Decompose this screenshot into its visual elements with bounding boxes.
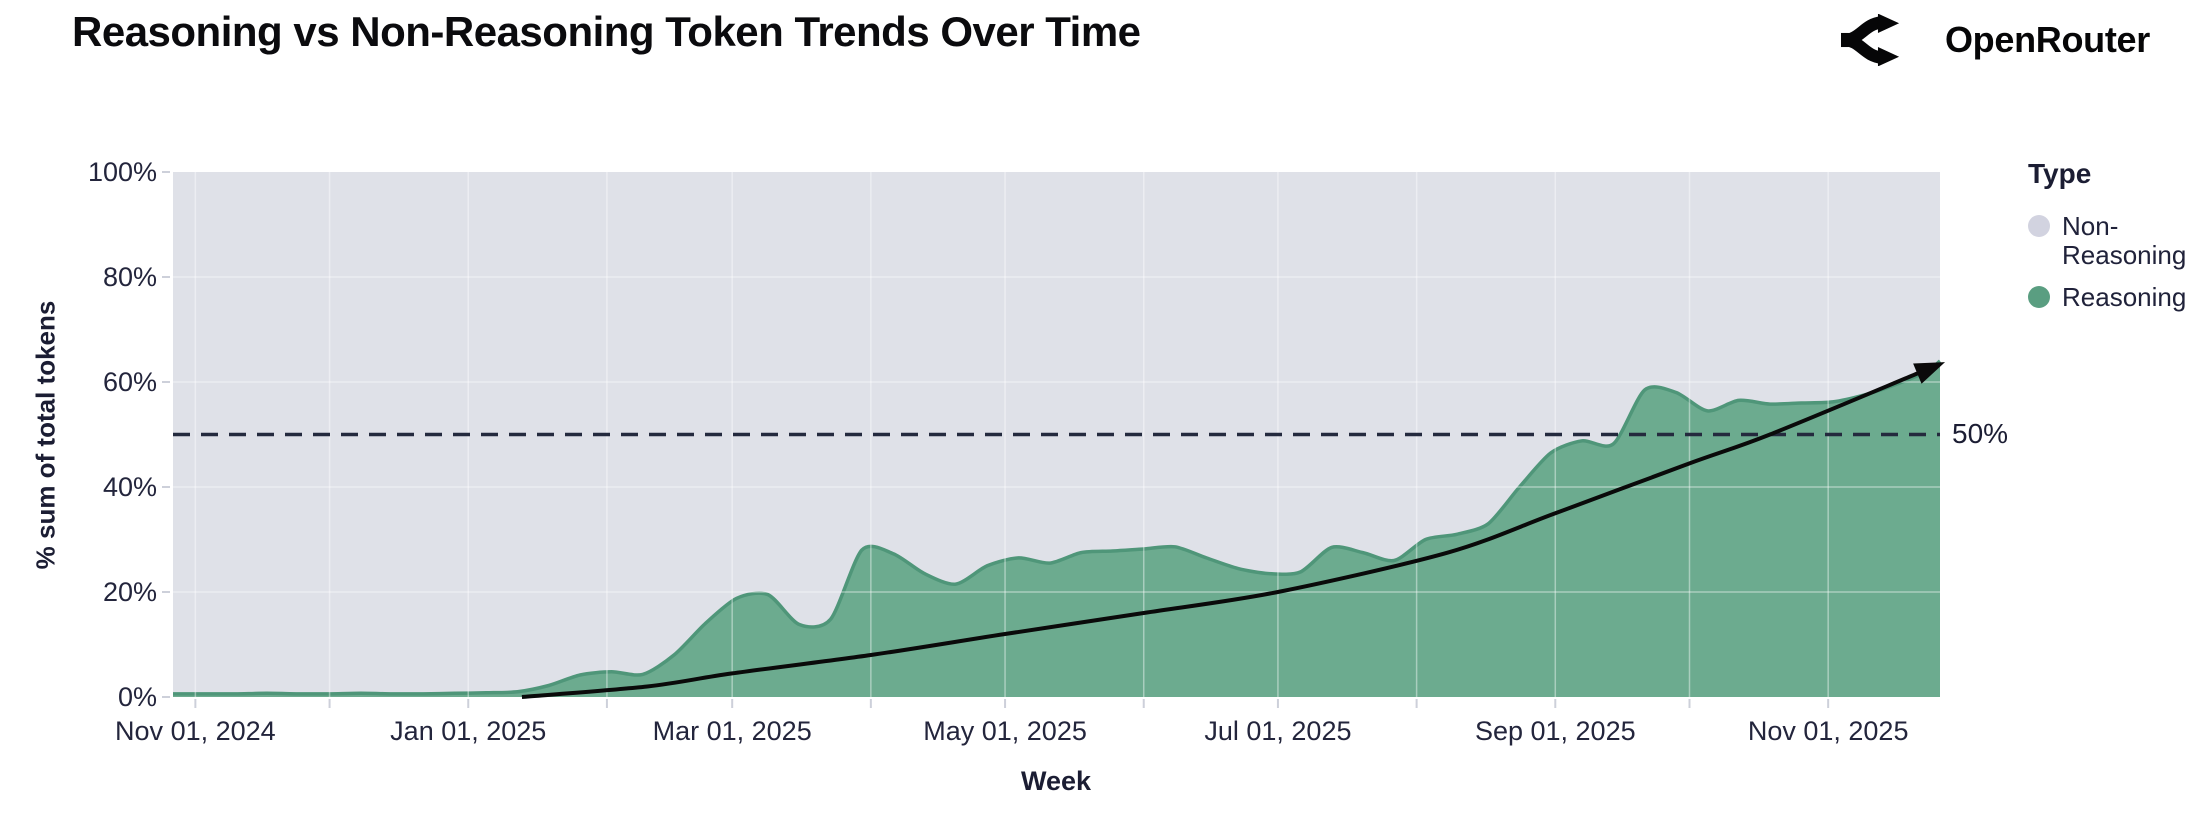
y-tick-label: 60%: [103, 367, 157, 397]
trend-arrowhead: [1913, 362, 1946, 384]
y-tick-label: 0%: [118, 682, 157, 712]
brand-logo: OpenRouter: [1840, 14, 2150, 66]
x-tick-label: Nov 01, 2024: [115, 716, 276, 746]
x-axis-title: Week: [1020, 766, 1092, 796]
trend-curve: [521, 369, 1923, 699]
x-tick-label: Mar 01, 2025: [653, 716, 812, 746]
page-title: Reasoning vs Non-Reasoning Token Trends …: [72, 8, 1141, 55]
legend: Type Non-Reasoning Reasoning: [2028, 158, 2198, 326]
legend-title: Type: [2028, 158, 2092, 189]
x-tick-label: Jul 01, 2025: [1204, 716, 1351, 746]
legend-item: Reasoning: [2028, 283, 2198, 312]
x-tick-label: Sep 01, 2025: [1475, 716, 1636, 746]
y-tick-label: 40%: [103, 472, 157, 502]
reasoning-area: [173, 361, 1940, 697]
openrouter-fork-icon: [1840, 14, 1929, 66]
y-tick-label: 80%: [103, 262, 157, 292]
legend-item-label: Non-Reasoning: [2062, 211, 2187, 270]
y-axis-title: % sum of total tokens: [30, 300, 61, 570]
x-tick-label: May 01, 2025: [923, 716, 1087, 746]
fifty-percent-annotation: 50%: [1952, 418, 2009, 449]
x-tick-label: Nov 01, 2025: [1748, 716, 1909, 746]
legend-item-label: Reasoning: [2062, 282, 2187, 313]
y-tick-label: 100%: [88, 157, 157, 187]
reasoning-area-edge: [172, 359, 1942, 696]
legend-swatch-icon: [2028, 286, 2050, 309]
brand-name: OpenRouter: [1944, 19, 2150, 60]
legend-item: Non-Reasoning: [2028, 212, 2198, 269]
legend-swatch-icon: [2028, 215, 2050, 237]
y-tick-label: 20%: [103, 577, 157, 607]
legend-items: Non-Reasoning Reasoning: [2028, 212, 2198, 312]
x-tick-label: Jan 01, 2025: [390, 716, 546, 746]
